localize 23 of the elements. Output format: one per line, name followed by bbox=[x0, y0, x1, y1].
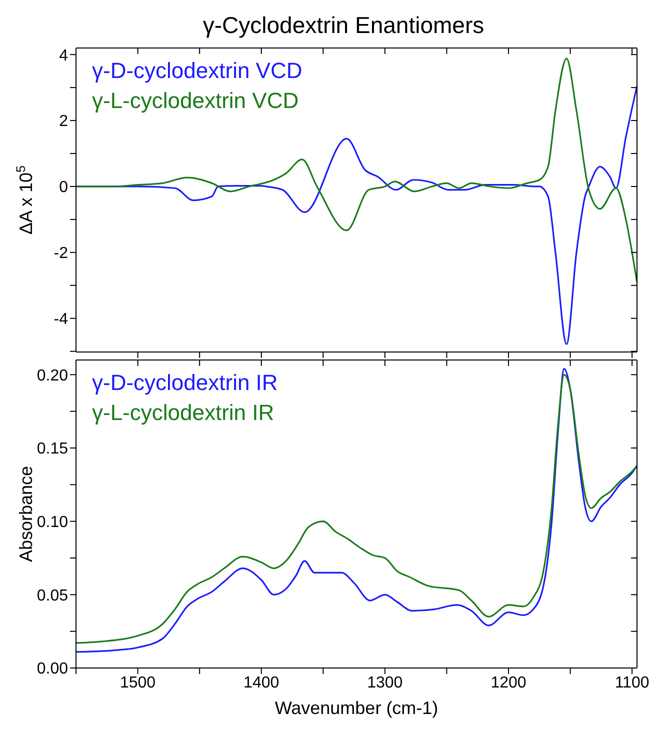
text: γ-L-cyclodextrin VCD bbox=[92, 87, 300, 115]
text: γ-D-cyclodextrin VCD bbox=[92, 57, 302, 85]
y-tick-label: -2 bbox=[54, 245, 68, 262]
y-tick-label: 4 bbox=[59, 47, 68, 64]
x-tick-label: 1500 bbox=[120, 674, 156, 692]
y-tick-label: 0.00 bbox=[36, 660, 68, 678]
y-tick-label: -4 bbox=[54, 311, 68, 328]
text: γ-D-cyclodextrin IR bbox=[92, 369, 278, 397]
y-tick-label: 0.10 bbox=[36, 514, 68, 532]
y-tick-label: 0 bbox=[59, 179, 68, 196]
y-tick-label: 0.20 bbox=[36, 367, 68, 384]
x-tick-label: 1400 bbox=[244, 674, 280, 692]
y-tick-label: 0.05 bbox=[36, 587, 68, 604]
x-tick-label: 1100 bbox=[614, 674, 650, 692]
y-axis-title: Absorbance bbox=[16, 466, 36, 562]
line-series bbox=[76, 58, 637, 283]
y-tick-label: 2 bbox=[59, 113, 68, 130]
y-tick-label: 0.15 bbox=[36, 440, 68, 458]
text: γ-L-cyclodextrin IR bbox=[92, 399, 276, 427]
x-tick-label: 1300 bbox=[367, 674, 403, 692]
x-axis-title: Wavenumber (cm-1) bbox=[274, 698, 438, 718]
chart-title: γ-Cyclodextrin Enantiomers bbox=[202, 11, 486, 40]
x-tick-label: 1200 bbox=[490, 674, 526, 692]
